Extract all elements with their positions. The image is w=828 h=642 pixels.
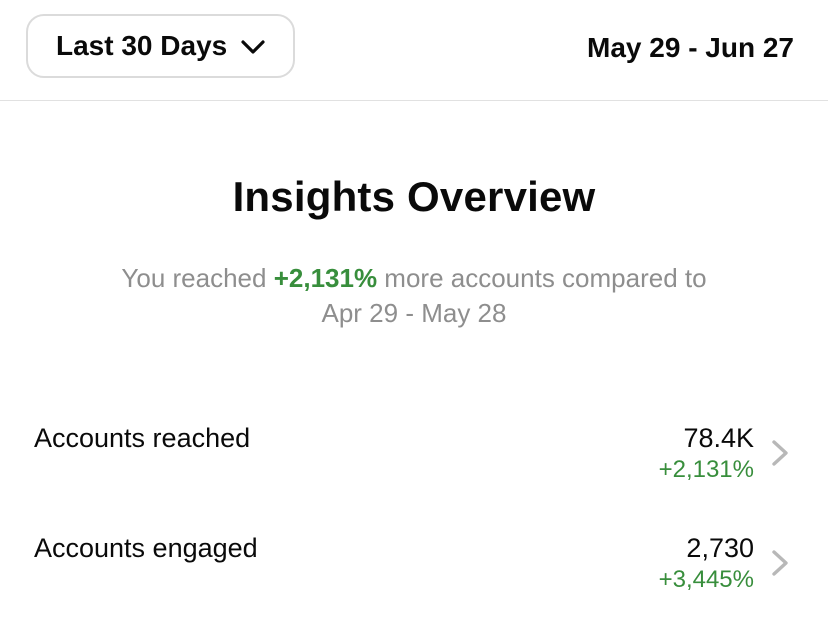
metric-row-accounts-reached[interactable]: Accounts reached 78.4K +2,131% — [30, 421, 790, 485]
chevron-right-icon[interactable] — [770, 545, 790, 581]
metric-label: Accounts reached — [34, 423, 251, 453]
metric-values: 78.4K +2,131% — [659, 421, 754, 485]
chevron-right-icon[interactable] — [770, 435, 790, 471]
page-title: Insights Overview — [232, 173, 596, 220]
overview-section: Insights Overview You reached +2,131% mo… — [0, 101, 828, 595]
metric-change: +3,445% — [658, 566, 754, 593]
chevron-down-icon — [241, 40, 265, 54]
subtitle-text-suffix: more accounts compared to — [377, 263, 707, 293]
metric-label: Accounts engaged — [34, 533, 258, 563]
period-selector-button[interactable]: Last 30 Days — [26, 14, 296, 78]
metrics-list: Accounts reached 78.4K +2,131% Accounts … — [0, 421, 828, 595]
overview-subtitle: You reached +2,131% more accounts compar… — [64, 261, 764, 331]
period-selector-label: Last 30 Days — [56, 30, 228, 61]
metric-value: 78.4K — [683, 423, 754, 453]
subtitle-comparison-period: Apr 29 - May 28 — [321, 298, 507, 328]
subtitle-text-prefix: You reached — [121, 263, 274, 293]
metric-value: 2,730 — [686, 533, 754, 563]
metric-row-accounts-engaged[interactable]: Accounts engaged 2,730 +3,445% — [30, 531, 790, 595]
header: Last 30 Days May 29 - Jun 27 — [0, 0, 828, 101]
metric-change: +2,131% — [658, 456, 754, 483]
subtitle-highlight-change: +2,131% — [273, 263, 378, 293]
date-range-label: May 29 - Jun 27 — [587, 32, 794, 63]
metric-values: 2,730 +3,445% — [659, 531, 754, 595]
